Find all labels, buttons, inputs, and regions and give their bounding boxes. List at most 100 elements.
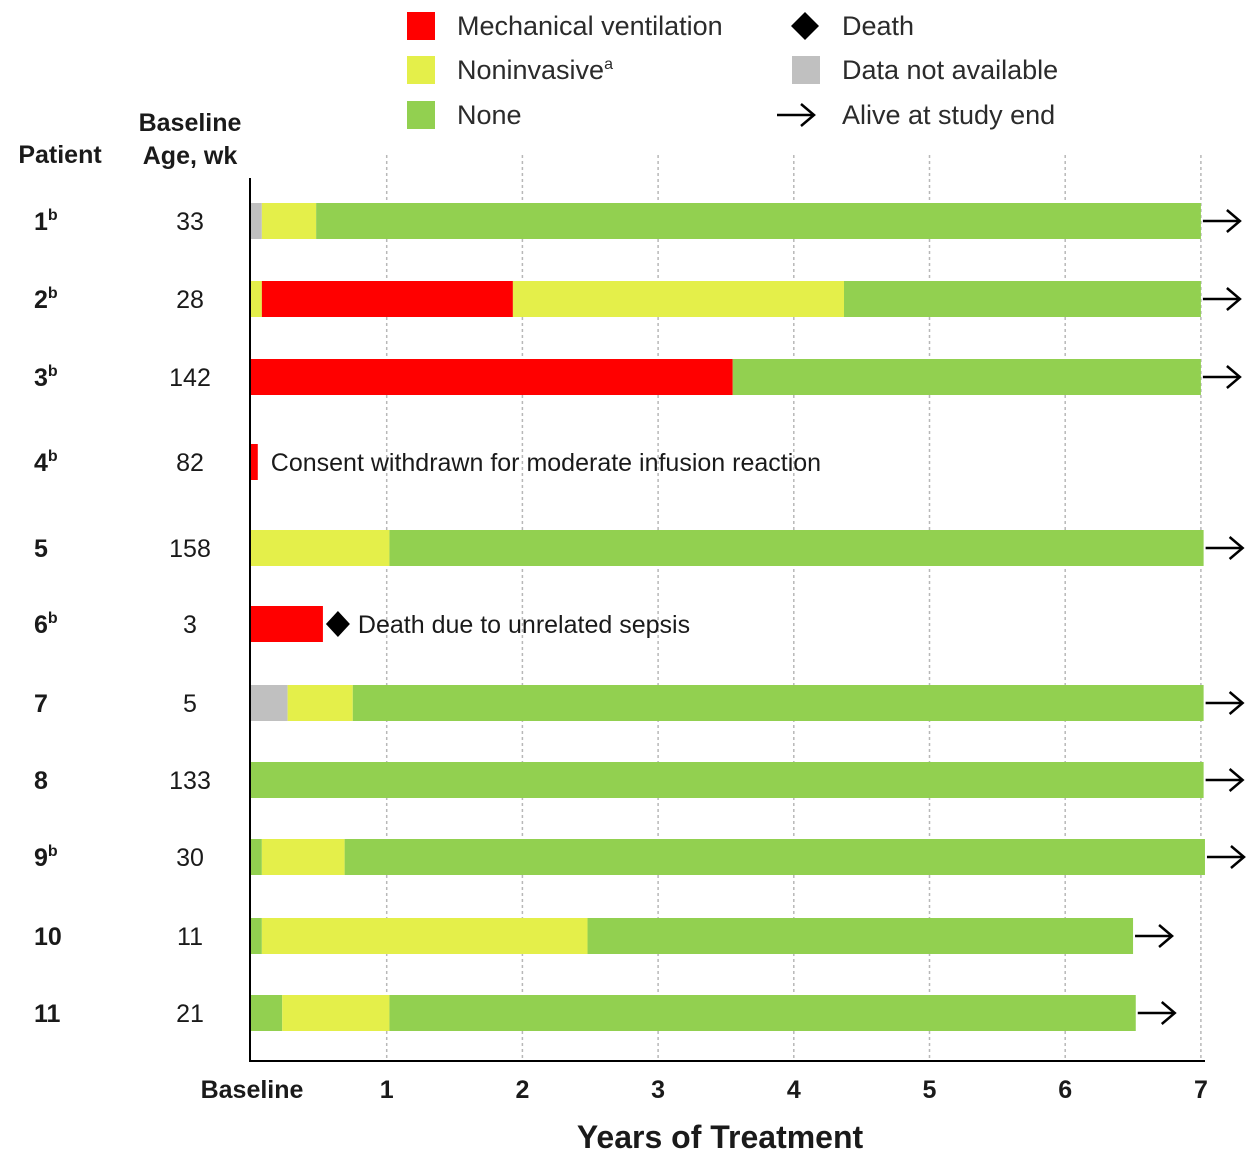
bar-segment-none (251, 839, 262, 875)
arrow-head (1160, 1001, 1177, 1025)
bar-segment-na (251, 203, 262, 239)
age-header-line2: Age, wk (143, 142, 238, 170)
bar-segment-ni (261, 203, 317, 239)
patient-rows: 1b 33 2b 28 3b 142 4b 82 Consent withdrawn for m… (34, 203, 1246, 1031)
x-tick-label: 2 (515, 1076, 529, 1104)
baseline-age: 28 (176, 286, 204, 314)
x-tick-label: 4 (787, 1076, 801, 1104)
alive-arrow-icon (1202, 287, 1242, 311)
bar-segment-mv (251, 359, 733, 395)
bar-segment-mv (251, 444, 258, 480)
bar-segment-none (844, 281, 1201, 317)
patient-id-superscript: b (48, 448, 58, 465)
baseline-age: 142 (169, 364, 211, 392)
alive-arrow-icon (1202, 365, 1242, 389)
bar-segment-ni (282, 995, 390, 1031)
bar-segment-none (389, 530, 1204, 566)
patient-id-superscript: b (48, 843, 58, 860)
baseline-age: 158 (169, 535, 211, 563)
legend: Mechanical ventilation Death Noninvasivea D… (407, 11, 1058, 130)
bar-segment-none (732, 359, 1201, 395)
patient-row: 2b 28 (34, 281, 1242, 317)
bar-segment-none (344, 839, 1205, 875)
patient-id: 7 (34, 690, 48, 718)
x-tick-label: 5 (923, 1076, 937, 1104)
legend-label-na: Data not available (842, 55, 1058, 85)
patient-id-superscript: b (48, 207, 58, 224)
patient-id-superscript: b (48, 363, 58, 380)
patient-id: 8 (34, 767, 48, 795)
baseline-age: 5 (183, 690, 197, 718)
bar-segment-mv (261, 281, 513, 317)
bar-segment-ni (512, 281, 845, 317)
patient-id: 5 (34, 535, 48, 563)
row-annotation: Consent withdrawn for moderate infusion … (271, 449, 821, 477)
patient-id: 2b (34, 285, 58, 314)
baseline-age: 133 (169, 767, 211, 795)
bar-segment-none (251, 995, 283, 1031)
patient-id: 1b (34, 207, 58, 236)
alive-arrow-icon (1137, 1001, 1177, 1025)
x-tick-label: 3 (651, 1076, 665, 1104)
bar-segment-ni (287, 685, 353, 721)
patient-id: 6b (34, 610, 58, 639)
legend-swatch-none (407, 101, 435, 129)
arrow-head (1226, 287, 1242, 311)
baseline-age: 30 (176, 844, 204, 872)
arrow-head (1226, 209, 1242, 233)
patient-row: 9b 30 (34, 839, 1246, 875)
patient-row: 6b 3 Death due to unrelated sepsis (34, 606, 690, 642)
x-tick-label: 7 (1194, 1076, 1208, 1104)
bar-segment-none (389, 995, 1136, 1031)
patient-row: 1b 33 (34, 203, 1242, 239)
arrow-head (800, 103, 816, 127)
patient-id: 9b (34, 843, 58, 872)
age-header-line1: Baseline (139, 109, 242, 137)
alive-arrow-icon (1205, 691, 1245, 715)
alive-arrow-icon (1135, 924, 1174, 948)
x-axis-ticks: Baseline 1 2 3 4 5 6 7 (201, 1076, 1208, 1104)
patient-row: 11 21 (34, 995, 1177, 1031)
bar-segment-none (587, 918, 1134, 954)
patient-id-superscript: b (48, 285, 58, 302)
bar-segment-ni (251, 530, 390, 566)
arrow-head (1226, 365, 1242, 389)
bar-segment-none (251, 762, 1204, 798)
patient-id: 11 (34, 1000, 61, 1028)
patient-row: 5 158 (34, 530, 1245, 566)
arrow-head (1228, 768, 1245, 792)
patient-id: 10 (34, 923, 62, 951)
alive-arrow-icon (1205, 536, 1245, 560)
alive-arrow-icon (1206, 845, 1246, 869)
bar-segment-na (251, 685, 288, 721)
bar-segment-none (316, 203, 1201, 239)
patient-id: 3b (34, 363, 58, 392)
legend-label-mv: Mechanical ventilation (457, 11, 723, 41)
arrow-head (1158, 924, 1174, 948)
death-marker (325, 611, 350, 637)
baseline-age: 82 (176, 449, 204, 477)
legend-arrow-icon (777, 103, 816, 127)
legend-label-death: Death (842, 11, 914, 41)
arrow-head (1228, 536, 1245, 560)
patient-id-superscript: b (48, 610, 58, 627)
arrow-head (1228, 691, 1245, 715)
patient-row: 4b 82 Consent withdrawn for moderate infus… (34, 444, 821, 480)
patient-row: 8 133 (34, 762, 1245, 798)
patient-row: 3b 142 (34, 359, 1242, 395)
alive-arrow-icon (1202, 209, 1242, 233)
alive-arrow-icon (1205, 768, 1245, 792)
x-tick-label: 1 (380, 1076, 394, 1104)
bar-segment-none (352, 685, 1204, 721)
legend-label-ni: Noninvasivea (457, 55, 613, 85)
patient-row: 10 11 (34, 918, 1174, 954)
patient-id: 4b (34, 448, 58, 477)
bar-segment-mv (251, 606, 323, 642)
x-axis-label: Years of Treatment (577, 1119, 864, 1155)
arrow-head (1230, 845, 1246, 869)
bar-segment-ni (261, 839, 345, 875)
legend-label-alive: Alive at study end (842, 100, 1055, 130)
baseline-age: 11 (177, 923, 203, 951)
